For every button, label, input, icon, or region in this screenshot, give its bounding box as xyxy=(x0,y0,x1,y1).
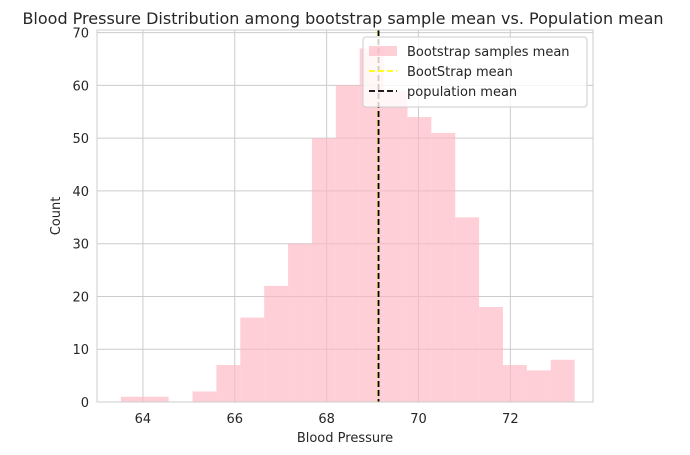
x-tick-label: 68 xyxy=(318,412,335,427)
y-tick-label: 50 xyxy=(72,132,89,147)
histogram-bar xyxy=(526,370,551,402)
histogram-bar xyxy=(407,117,432,402)
y-tick-label: 40 xyxy=(72,185,89,200)
histogram-bar xyxy=(502,365,527,402)
y-tick-label: 70 xyxy=(72,27,89,42)
histogram-bar xyxy=(240,317,265,402)
histogram-bar xyxy=(479,307,503,402)
histogram-bar xyxy=(455,217,480,402)
legend-box xyxy=(362,36,588,108)
x-tick-label: 70 xyxy=(410,412,427,427)
histogram-bar xyxy=(192,391,217,402)
x-tick-label: 72 xyxy=(502,412,519,427)
y-axis-ticks: 0 10 20 30 40 50 60 70 xyxy=(72,27,89,411)
y-tick-label: 30 xyxy=(72,238,89,253)
histogram-bar xyxy=(383,90,408,403)
legend-label: Bootstrap samples mean xyxy=(407,45,570,60)
y-tick-label: 10 xyxy=(72,343,89,358)
x-axis-label: Blood Pressure xyxy=(297,431,393,446)
x-axis-ticks: 64 66 68 70 72 xyxy=(135,412,519,427)
histogram-bar xyxy=(288,243,312,402)
histogram-bar xyxy=(264,285,289,402)
histogram-bar xyxy=(311,138,336,402)
histogram-bar xyxy=(550,359,575,402)
plot-frame xyxy=(96,29,594,403)
legend-label: BootStrap mean xyxy=(407,65,513,80)
y-tick-label: 20 xyxy=(72,290,89,305)
histogram-bar xyxy=(144,396,169,402)
y-axis-label: Count xyxy=(49,197,64,236)
histogram-bar xyxy=(120,396,145,402)
histogram-bar xyxy=(431,132,456,402)
y-tick-label: 60 xyxy=(72,79,89,94)
histogram-bar xyxy=(335,85,360,402)
chart-title: Blood Pressure Distribution among bootst… xyxy=(22,9,663,28)
legend: Bootstrap samples mean BootStrap mean popu… xyxy=(362,36,588,108)
legend-label: population mean xyxy=(407,85,517,100)
x-tick-label: 64 xyxy=(135,412,152,427)
histogram-bar xyxy=(216,365,241,402)
x-tick-label: 66 xyxy=(227,412,244,427)
histogram-bars xyxy=(120,48,575,403)
legend-patch xyxy=(369,46,397,56)
y-tick-label: 0 xyxy=(81,396,89,411)
